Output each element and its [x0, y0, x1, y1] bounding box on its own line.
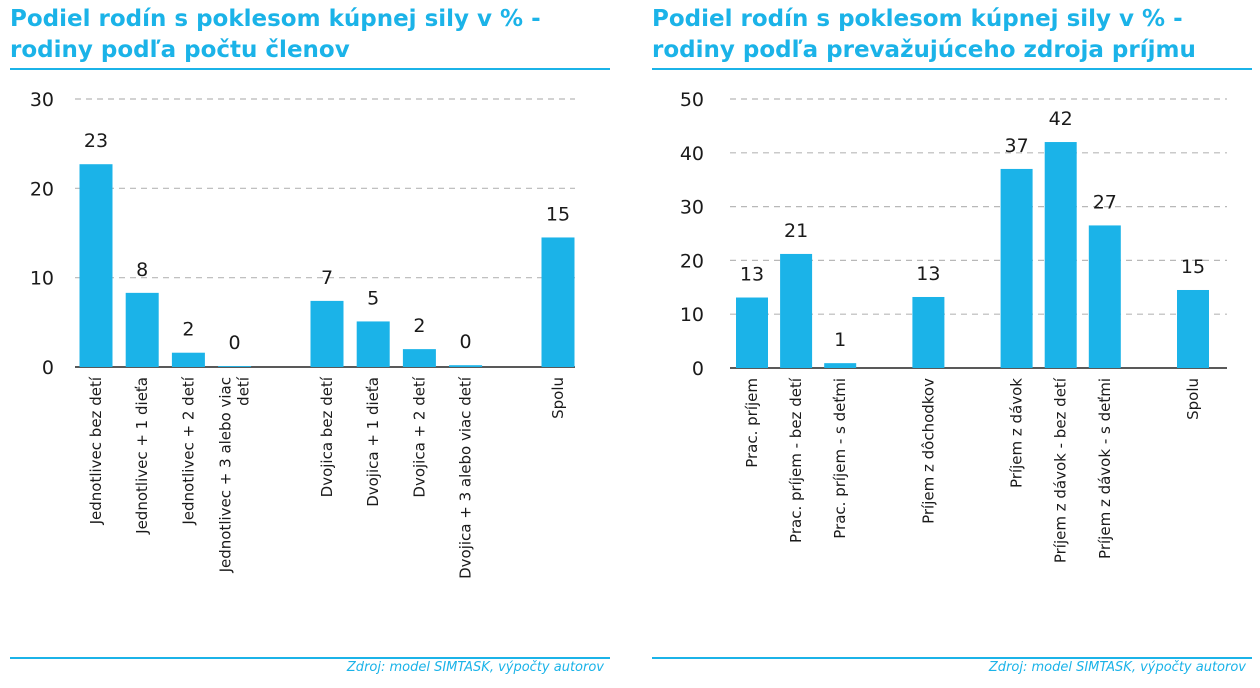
- data-label: 21: [784, 220, 808, 242]
- title-underline: [10, 68, 610, 70]
- bar: [1088, 225, 1121, 368]
- category-label: Prac. príjem - s deťmi: [831, 378, 849, 539]
- y-tick-label: 30: [30, 89, 54, 111]
- bar: [402, 349, 436, 367]
- footer-rule: [652, 657, 1252, 659]
- bar: [171, 352, 205, 367]
- data-label: 8: [136, 259, 148, 281]
- chart-title: Podiel rodín s poklesom kúpnej sily v % …: [652, 6, 1196, 63]
- data-label: 5: [367, 287, 379, 309]
- chart-panel-household-size: Podiel rodín s poklesom kúpnej sily v % …: [10, 0, 610, 688]
- data-label: 42: [1049, 108, 1073, 130]
- data-label: 2: [182, 319, 194, 341]
- footer-rule: [10, 657, 610, 659]
- source-note: Zdroj: model SIMTASK, výpočty autorov: [988, 660, 1246, 675]
- bar-chart-income-source: 0 10 20 30 40 50 13 Prac. príjem 21 Prac. príjem …: [680, 89, 1227, 563]
- data-label: 1: [834, 329, 846, 351]
- category-label: Jednotlivec + 3 alebo viacdetí: [217, 376, 253, 573]
- y-tick-label: 0: [42, 357, 54, 379]
- data-label: 0: [229, 332, 241, 354]
- category-label: Jednotlivec bez detí: [87, 376, 105, 525]
- category-label: Prac. príjem: [743, 378, 761, 468]
- source-note: Zdroj: model SIMTASK, výpočty autorov: [346, 660, 604, 675]
- y-tick-label: 10: [680, 304, 704, 326]
- category-label: Dvojica + 3 alebo viac detí: [457, 376, 475, 579]
- data-label: 15: [546, 203, 570, 225]
- category-label: Prac. príjem - bez detí: [787, 377, 805, 543]
- category-label: Príjem z dávok - s deťmi: [1096, 378, 1114, 559]
- category-label: Dvojica + 2 detí: [410, 376, 428, 497]
- y-tick-label: 0: [692, 358, 704, 380]
- bar: [79, 164, 113, 367]
- category-label: Príjem z dávok: [1008, 378, 1026, 488]
- bar: [218, 366, 252, 367]
- category-label: Jednotlivec + 1 dieťa: [133, 377, 151, 535]
- bar: [1000, 168, 1033, 368]
- data-label: 0: [460, 331, 472, 353]
- category-label: Príjem z dávok - bez detí: [1052, 377, 1070, 563]
- y-tick-label: 40: [680, 143, 704, 165]
- category-label: Spolu: [1184, 378, 1202, 420]
- bar: [310, 300, 344, 367]
- y-tick-label: 10: [30, 268, 54, 290]
- category-label: Príjem z dôchodkov: [919, 378, 937, 524]
- y-tick-label: 20: [30, 178, 54, 200]
- data-label: 37: [1005, 135, 1029, 157]
- chart-panel-income-source: Podiel rodín s poklesom kúpnej sily v % …: [652, 0, 1252, 688]
- data-label: 15: [1181, 256, 1205, 278]
- bar: [541, 237, 575, 367]
- bar: [356, 321, 390, 367]
- data-label: 13: [740, 264, 764, 286]
- y-tick-label: 20: [680, 250, 704, 272]
- bar: [1177, 289, 1209, 368]
- category-label: Spolu: [549, 377, 567, 419]
- data-label: 2: [413, 315, 425, 337]
- bar: [780, 253, 813, 368]
- data-label: 7: [321, 267, 333, 289]
- category-label: Jednotlivec + 2 detí: [179, 376, 197, 525]
- bar: [912, 296, 945, 368]
- bar: [449, 365, 483, 367]
- bar: [125, 292, 159, 367]
- bar: [736, 297, 768, 368]
- y-tick-label: 50: [680, 89, 704, 111]
- chart-title: Podiel rodín s poklesom kúpnej sily v % …: [10, 6, 541, 63]
- data-label: 23: [84, 130, 108, 152]
- category-label: Dvojica bez detí: [318, 376, 336, 497]
- y-tick-label: 30: [680, 197, 704, 219]
- data-label: 13: [916, 263, 940, 285]
- title-underline: [652, 68, 1252, 70]
- category-label: Dvojica + 1 dieťa: [364, 377, 382, 507]
- data-label: 27: [1093, 191, 1117, 213]
- bar: [1044, 142, 1077, 368]
- bar: [824, 363, 857, 368]
